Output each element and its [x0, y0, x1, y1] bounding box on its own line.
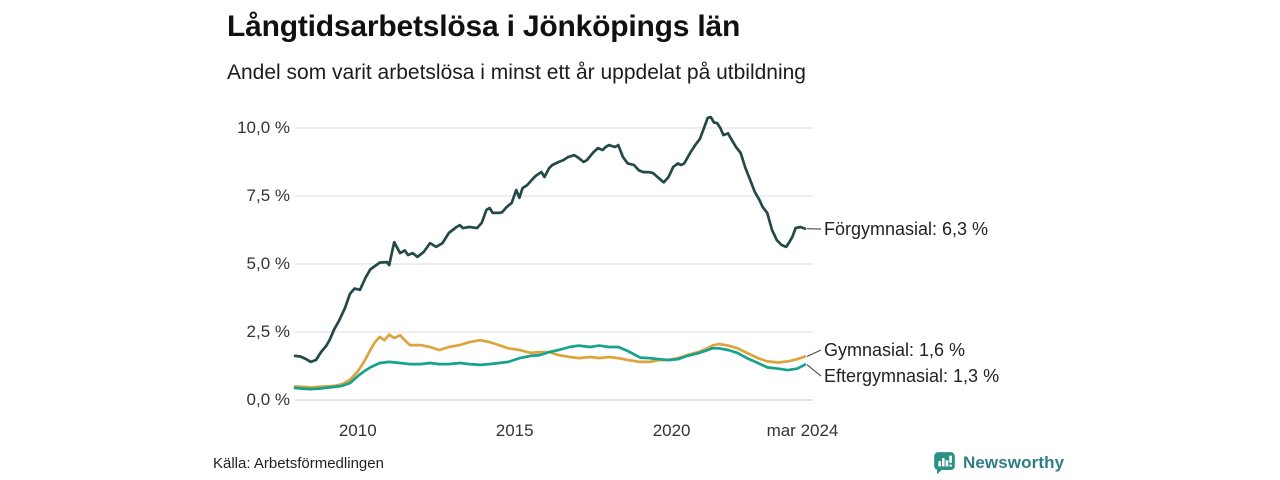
series-label-gymnasial: Gymnasial: 1,6 % — [824, 339, 966, 360]
chart-subtitle: Andel som varit arbetslösa i minst ett å… — [227, 61, 806, 84]
x-tick-label: mar 2024 — [766, 421, 839, 440]
y-tick-label: 10,0 % — [237, 118, 290, 137]
series-line-förgymnasial — [293, 115, 807, 364]
series-line-gymnasial — [293, 333, 807, 389]
y-tick-label: 7,5 % — [246, 186, 290, 205]
series-line-eftergymnasial — [293, 344, 807, 391]
newsworthy-bars-icon — [934, 452, 955, 475]
label-leader-line — [806, 349, 822, 357]
y-tick-label: 0,0 % — [246, 390, 290, 409]
x-tick-label: 2010 — [338, 421, 377, 440]
x-tick-label: 2020 — [652, 421, 691, 440]
series-label-förgymnasial: Förgymnasial: 6,3 % — [824, 219, 989, 240]
y-tick-label: 5,0 % — [246, 254, 290, 273]
newsworthy-logo-text: Newsworthy — [963, 453, 1065, 472]
series-label-eftergymnasial: Eftergymnasial: 1,3 % — [824, 366, 1000, 387]
chart-title: Långtidsarbetslösa i Jönköpings län — [227, 10, 741, 43]
newsworthy-logo[interactable]: Newsworthy — [933, 451, 1064, 475]
source-caption: Källa: Arbetsförmedlingen — [213, 455, 384, 472]
x-tick-label: 2015 — [495, 421, 534, 440]
label-leader-line — [806, 364, 822, 377]
y-tick-label: 2,5 % — [246, 322, 290, 341]
